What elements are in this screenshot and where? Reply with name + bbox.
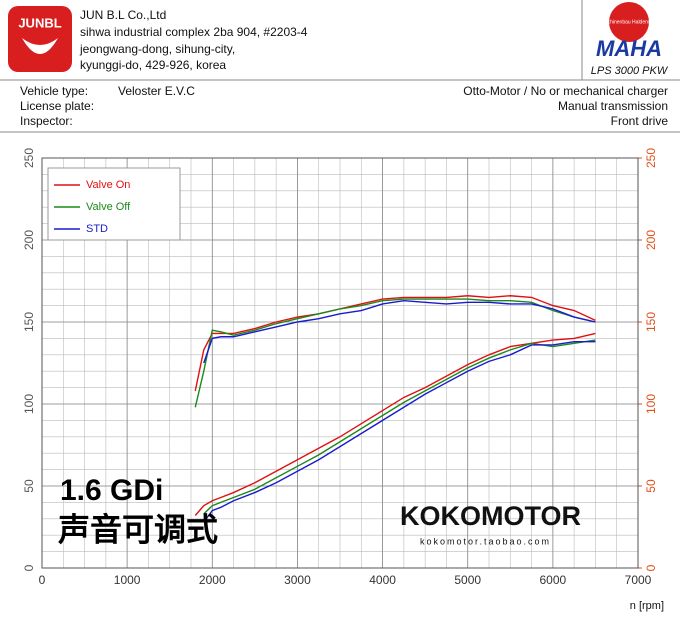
y-tick-label: 0 [22, 564, 36, 571]
x-tick-label: 7000 [625, 573, 652, 587]
annotation: 声音可调式 [58, 511, 218, 547]
y2-tick-label: 150 [644, 312, 658, 332]
y2-tick-label: 200 [644, 230, 658, 250]
y-tick-label: 50 [22, 479, 36, 493]
y2-tick-label: 250 [644, 148, 658, 168]
x-tick-label: 5000 [454, 573, 481, 587]
y-tick-label: 250 [22, 148, 36, 168]
y2-tick-label: 50 [644, 479, 658, 493]
info-right: Front drive [610, 114, 668, 128]
info-right: Otto-Motor / No or mechanical charger [463, 84, 668, 98]
series-line [194, 332, 596, 516]
series-line [194, 298, 596, 408]
maha-ring-text: Maschinenbau Haldenwang [598, 19, 660, 25]
watermark-url: kokomotor.taobao.com [420, 536, 551, 546]
legend-label: Valve Off [86, 201, 131, 213]
y-tick-label: 100 [22, 394, 36, 414]
plot: 0 1000 2000 3000 4000 5000 6000 700005010015020… [22, 148, 664, 612]
info-value: Veloster E.V.C [118, 84, 195, 98]
watermark: KOKOMOTOR [400, 501, 581, 531]
x-tick-label: 1000 [114, 573, 141, 587]
y2-tick-label: 100 [644, 394, 658, 414]
series-line [203, 340, 596, 523]
x-tick-label: 3000 [284, 573, 311, 587]
company-line: kyunggi-do, 429-926, korea [80, 58, 227, 72]
legend-label: STD [86, 223, 108, 235]
y-tick-label: 200 [22, 230, 36, 250]
info-label: Inspector: [20, 114, 73, 128]
series-line [203, 339, 596, 515]
plot-frame [41, 157, 639, 569]
x-tick-label: 2000 [199, 573, 226, 587]
maha-ring [609, 2, 649, 42]
x-axis-label: n [rpm] [630, 600, 664, 612]
legend: Valve On Valve Off STD [47, 167, 181, 241]
company-line: jeongwang-dong, sihung-city, [80, 42, 236, 56]
info-label: License plate: [20, 99, 95, 113]
y-tick-label: 150 [22, 312, 36, 332]
x-tick-label: 6000 [540, 573, 567, 587]
info-right: Manual transmission [557, 99, 668, 113]
company-line: JUN B.L Co.,Ltd [80, 8, 167, 22]
logo-emblem [22, 38, 58, 54]
logo-badge [8, 6, 72, 72]
legend-box [47, 167, 181, 241]
maha-model: LPS 3000 PKW [591, 65, 669, 77]
logo-text: JUNBL [18, 15, 61, 30]
maha-logo: MAHA [596, 36, 662, 61]
info-label: Vehicle type: [20, 84, 89, 98]
y2-tick-label: 0 [644, 564, 658, 571]
company-line: sihwa industrial complex 2ba 904, #2203-… [80, 25, 308, 39]
x-tick-label: 0 [39, 573, 46, 587]
series-line [203, 299, 596, 364]
x-tick-label: 4000 [369, 573, 396, 587]
legend-label: Valve On [86, 179, 130, 191]
annotation: 1.6 GDi [60, 474, 163, 507]
